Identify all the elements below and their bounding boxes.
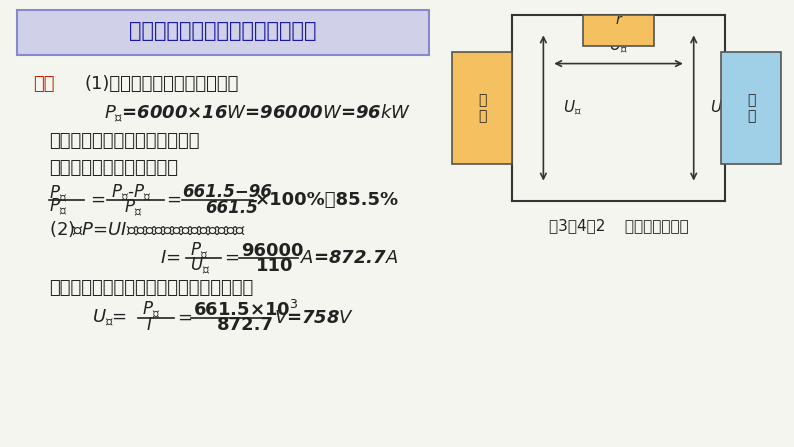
Text: 661.5−96: 661.5−96 [182,183,272,202]
Text: $U_{送}$: $U_{送}$ [563,98,582,118]
Text: =: = [90,191,105,209]
Text: =: = [166,191,181,209]
Text: $V$=758$V$: $V$=758$V$ [274,309,354,327]
Text: $P_{用}$: $P_{用}$ [190,241,208,261]
Text: 电
源: 电 源 [478,93,486,123]
Text: $I$: $I$ [146,316,152,334]
Text: =: = [177,309,192,327]
Bar [583,15,654,46]
Text: $U_{用}$: $U_{用}$ [710,98,728,118]
Text: 发电机输出功率的百分比为: 发电机输出功率的百分比为 [49,159,178,177]
Text: 直流发电机输出电压即为电路中的输送电压: 直流发电机输出电压即为电路中的输送电压 [49,279,253,297]
Text: $U_{损}$: $U_{损}$ [609,36,628,55]
Text: 远距离输电中的电功率和电压损耗: 远距离输电中的电功率和电压损耗 [129,21,317,41]
Text: 96000: 96000 [241,242,303,260]
Text: ×100%＝85.5%: ×100%＝85.5% [255,191,399,209]
Text: $P_{总}$: $P_{总}$ [49,196,67,217]
Text: 图3－4－2    直流输电电路图: 图3－4－2 直流输电电路图 [549,218,688,233]
Text: $A$=872.7$A$: $A$=872.7$A$ [300,249,399,267]
Text: (2)由$P$=$UI$，得线路中的直流电流大小为: (2)由$P$=$UI$，得线路中的直流电流大小为 [49,219,245,239]
Text: (1)用户能够使用的最大功率为: (1)用户能够使用的最大功率为 [84,75,239,93]
Text: 661.5×10$^{3}$: 661.5×10$^{3}$ [193,300,299,320]
Text: 用
户: 用 户 [747,93,755,123]
Bar [722,52,781,164]
Text: $P_{损}$: $P_{损}$ [49,183,67,203]
Text: 661.5: 661.5 [206,199,258,217]
Text: $U_{送}$=: $U_{送}$= [92,308,128,328]
Text: r: r [615,13,622,27]
Bar [17,10,429,55]
Text: $U_{用}$: $U_{用}$ [190,255,210,276]
Text: 110: 110 [256,257,294,275]
Text: $I$=: $I$= [160,249,180,267]
Text: 电流在输电线路上损耗的功率占: 电流在输电线路上损耗的功率占 [49,132,199,150]
Text: 872.7: 872.7 [217,316,274,334]
Text: $P_{总}$: $P_{总}$ [124,198,142,218]
Text: =: = [225,249,240,267]
Text: 解：: 解： [33,75,55,93]
Text: $P_{总}$: $P_{总}$ [142,300,160,320]
Bar [453,52,511,164]
Text: $P_{用}$=6000×16$W$=96000$W$=96$kW$: $P_{用}$=6000×16$W$=96000$W$=96$kW$ [104,102,411,124]
Text: $P_{总}$-$P_{用}$: $P_{总}$-$P_{用}$ [110,182,151,202]
